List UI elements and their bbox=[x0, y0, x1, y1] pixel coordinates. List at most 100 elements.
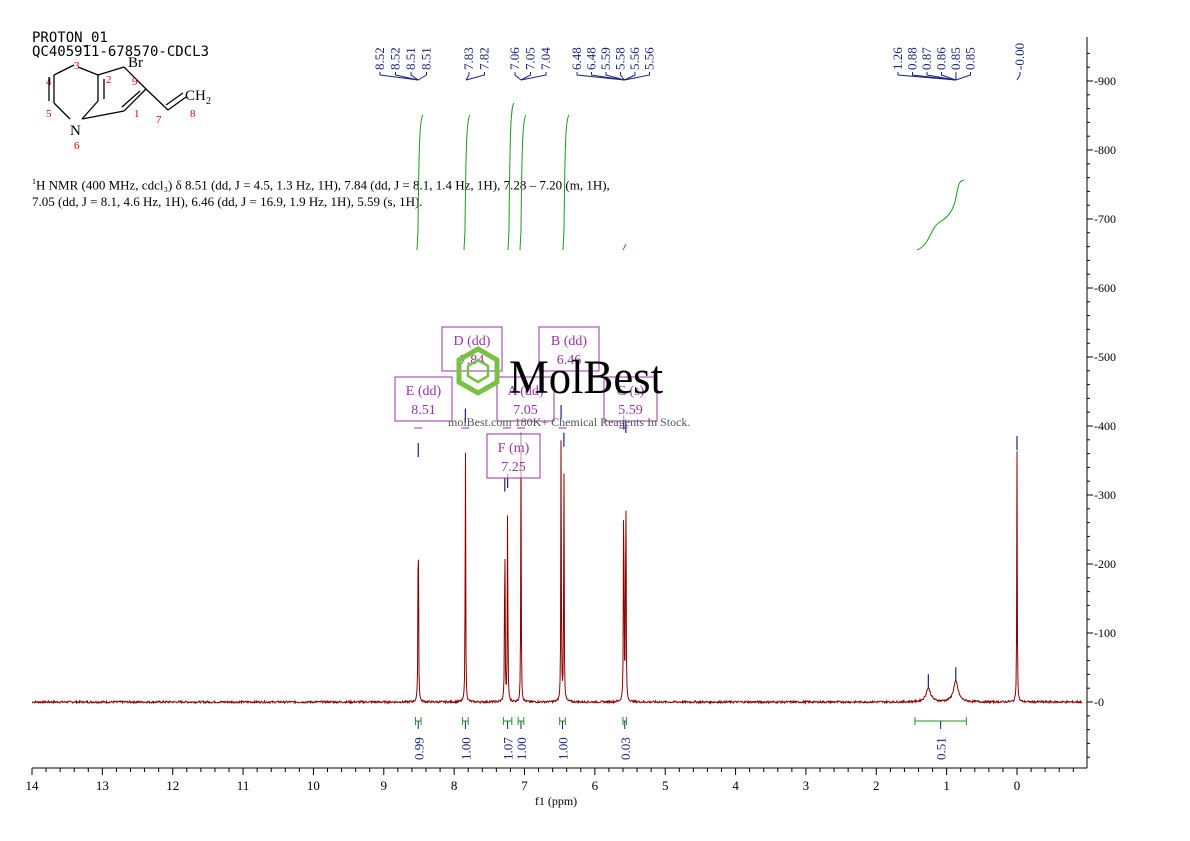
peak-shift-label: 7.05 bbox=[523, 47, 538, 70]
peak-leader-line bbox=[955, 72, 971, 81]
atom-number-7: 7 bbox=[156, 114, 162, 126]
y-tick-label: -900 bbox=[1094, 74, 1116, 88]
multiplet-value: 7.84 bbox=[460, 353, 485, 368]
peak-shift-label: -0.00 bbox=[1012, 43, 1027, 70]
atom-number-8: 8 bbox=[190, 108, 196, 120]
multiplet-letter: C (s) bbox=[617, 384, 645, 399]
x-axis-label: f1 (ppm) bbox=[535, 794, 577, 808]
x-tick-label: 13 bbox=[96, 778, 109, 793]
x-tick-label: 0 bbox=[1014, 778, 1021, 793]
peak-shift-label: 5.56 bbox=[627, 47, 642, 70]
y-tick-label: -400 bbox=[1094, 419, 1116, 433]
peak-shift-label: 6.48 bbox=[569, 47, 584, 70]
y-tick-label: -500 bbox=[1094, 350, 1116, 364]
peak-shift-label: 0.86 bbox=[934, 47, 949, 70]
multiplet-box bbox=[394, 376, 453, 422]
peak-shift-label: 8.52 bbox=[372, 47, 387, 70]
spectrum-header: PROTON_01 QC405911-678570-CDCL3 bbox=[32, 31, 209, 59]
integral-value: 1.00 bbox=[514, 737, 529, 760]
x-tick-label: 11 bbox=[237, 778, 250, 793]
multiplet-box bbox=[486, 433, 541, 479]
atom-number-2: 2 bbox=[106, 74, 112, 86]
peak-leader-line bbox=[912, 72, 956, 81]
multiplet-value: 7.25 bbox=[501, 460, 526, 475]
y-tick-label: -100 bbox=[1094, 626, 1116, 640]
peak-shift-label: 8.52 bbox=[388, 47, 403, 70]
x-tick-label: 7 bbox=[521, 778, 528, 793]
peak-shift-label: 5.59 bbox=[598, 47, 613, 70]
peak-leader-line bbox=[624, 72, 650, 81]
peak-leader-line bbox=[897, 72, 956, 81]
peak-shift-label: 7.82 bbox=[477, 47, 492, 70]
x-tick-label: 8 bbox=[451, 778, 458, 793]
peak-shift-label: 0.88 bbox=[905, 47, 920, 70]
multiplet-value: 6.46 bbox=[557, 353, 582, 368]
integral-curve bbox=[519, 114, 527, 251]
y-tick-label: -700 bbox=[1094, 212, 1116, 226]
y-tick-label: -300 bbox=[1094, 488, 1116, 502]
sample-id: QC405911-678570-CDCL3 bbox=[32, 44, 210, 60]
peak-shift-label: 1.26 bbox=[890, 47, 905, 70]
integral-curve bbox=[562, 114, 570, 251]
atom-label-br: Br bbox=[128, 55, 143, 71]
nmr-description: 1H NMR (400 MHz, cdcl₃) δ 8.51 (dd, J = … bbox=[32, 173, 612, 210]
x-tick-label: 2 bbox=[873, 778, 880, 793]
multiplet-value: 8.51 bbox=[411, 403, 436, 418]
peak-shift-label: 7.04 bbox=[538, 47, 553, 70]
peak-leader-line bbox=[620, 72, 625, 81]
peak-shift-label: 5.58 bbox=[613, 47, 628, 70]
peak-leader-line bbox=[410, 72, 419, 81]
y-tick-label: -800 bbox=[1094, 143, 1116, 157]
peak-shift-label: 6.48 bbox=[584, 47, 599, 70]
peak-leader-line bbox=[1016, 72, 1021, 81]
atom-number-3: 3 bbox=[74, 60, 80, 72]
integral-curve bbox=[463, 114, 471, 251]
multiplet-value: 5.59 bbox=[618, 403, 643, 418]
peak-leader-line bbox=[465, 72, 485, 81]
integral-curve bbox=[416, 114, 424, 251]
multiplet-box bbox=[496, 376, 555, 422]
peak-leader-line bbox=[576, 72, 625, 81]
integral-value: 1.07 bbox=[501, 737, 516, 760]
multiplet-value: 7.05 bbox=[513, 403, 538, 418]
peak-shift-label: 0.87 bbox=[919, 47, 934, 70]
multiplet-letter: F (m) bbox=[498, 441, 530, 456]
peak-leader-line bbox=[395, 72, 419, 81]
x-tick-label: 10 bbox=[307, 778, 320, 793]
description-superscript: 1 bbox=[32, 177, 36, 186]
peak-leader-line bbox=[591, 72, 625, 81]
integral-value: 1.00 bbox=[555, 737, 570, 760]
x-tick-label: 12 bbox=[166, 778, 179, 793]
atom-number-1: 1 bbox=[134, 108, 140, 120]
peak-shift-label: 7.06 bbox=[507, 47, 522, 70]
x-tick-label: 4 bbox=[732, 778, 739, 793]
experiment-name: PROTON_01 bbox=[32, 30, 108, 46]
atom-number-5: 5 bbox=[46, 108, 52, 120]
atom-label-n: N bbox=[70, 123, 81, 139]
atom-label-subscript: 2 bbox=[206, 96, 211, 107]
peak-leader-line bbox=[926, 72, 956, 81]
integral-value: 0.03 bbox=[618, 737, 633, 760]
x-tick-label: 14 bbox=[26, 778, 40, 793]
peak-shift-label: 0.85 bbox=[948, 47, 963, 70]
y-tick-label: -0 bbox=[1094, 695, 1104, 709]
integral-curve bbox=[622, 243, 627, 251]
x-tick-label: 5 bbox=[662, 778, 669, 793]
peak-shift-label: 0.85 bbox=[963, 47, 978, 70]
y-tick-label: -200 bbox=[1094, 557, 1116, 571]
peak-leader-line bbox=[465, 72, 470, 81]
peak-leader-line bbox=[520, 72, 531, 81]
molecule-structure: Br N CH 2 1 2 3 4 5 6 7 8 9 bbox=[46, 55, 211, 152]
multiplet-letter: A (dd) bbox=[507, 384, 544, 399]
peak-shift-label: 7.83 bbox=[461, 47, 476, 70]
x-tick-label: 9 bbox=[381, 778, 388, 793]
y-tick-label: -600 bbox=[1094, 281, 1116, 295]
x-tick-label: 6 bbox=[592, 778, 599, 793]
integral-value: 1.00 bbox=[458, 737, 473, 760]
peak-leader-line bbox=[514, 72, 522, 81]
multiplet-letter: B (dd) bbox=[551, 334, 588, 349]
integral-value: 0.99 bbox=[411, 737, 426, 760]
atom-number-9: 9 bbox=[132, 76, 138, 88]
x-tick-label: 3 bbox=[803, 778, 810, 793]
